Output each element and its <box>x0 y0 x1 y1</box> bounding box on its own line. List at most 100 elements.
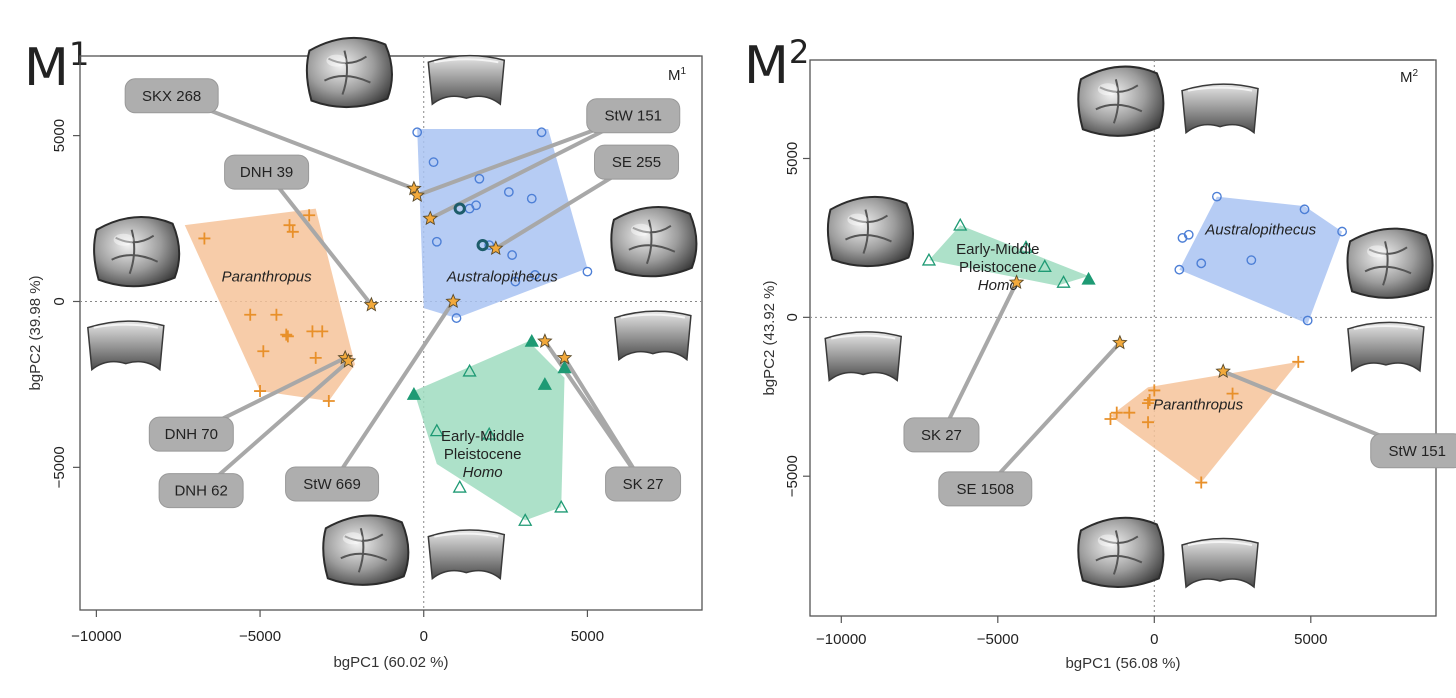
group-label-paranthropus: Paranthropus <box>222 269 313 286</box>
y-tick-label: −5000 <box>51 446 68 488</box>
side-crown <box>427 54 506 106</box>
occlusal-fissures <box>1095 79 1143 124</box>
y-tick-label: 5000 <box>51 119 68 152</box>
occlusal-crown <box>1077 65 1165 137</box>
data-point-paranthropus <box>309 351 322 364</box>
data-point-early-middle-pleistocene-homo <box>554 499 569 513</box>
callout-sk-27: SK 27 <box>903 417 980 453</box>
specimen-marker-sk-27 <box>1008 274 1025 290</box>
occlusal-crown <box>322 514 410 586</box>
specimen-marker-se-255 <box>487 240 504 256</box>
data-point-australopithecus <box>484 240 495 250</box>
data-point-australopithecus <box>1196 258 1207 269</box>
callout-stw-151: StW 151 <box>1370 433 1456 469</box>
panel-label-main: M <box>744 36 789 96</box>
callout-label: StW 151 <box>604 108 662 125</box>
occlusal-crown <box>826 195 914 268</box>
panel-label: M1 <box>24 35 89 98</box>
data-point-australopithecus <box>474 173 485 184</box>
data-point-australopithecus <box>1337 226 1348 237</box>
data-point-paranthropus <box>1142 416 1155 429</box>
callout-label: SK 27 <box>921 427 962 444</box>
data-point-early-middle-pleistocene-homo <box>921 252 937 266</box>
side-crest <box>831 334 896 340</box>
callout-label: SE 1508 <box>957 481 1015 498</box>
group-label-line: Pleistocene <box>444 446 522 463</box>
callout-se-255: SE 255 <box>594 144 680 180</box>
occlusal-crown <box>610 206 698 278</box>
data-point-australopithecus <box>1212 191 1222 202</box>
data-point-early-middle-pleistocene-homo <box>1037 259 1052 272</box>
specimen-marker-stw-151 <box>1215 363 1231 378</box>
specimen-marker-stw-669 <box>445 293 462 309</box>
callout-label: SK 27 <box>623 476 664 493</box>
callout-line <box>330 300 455 486</box>
tooth-icon-top-side <box>1181 83 1259 135</box>
data-point-paranthropus <box>1104 413 1117 426</box>
data-point-paranthropus <box>280 328 293 341</box>
callout-box <box>224 154 310 190</box>
hull-paranthropus <box>184 208 355 402</box>
side-crest <box>1187 541 1253 546</box>
x-tick-label: −5000 <box>239 628 281 645</box>
corner-label: M1 <box>668 66 687 84</box>
side-crest <box>434 532 499 538</box>
data-point-paranthropus <box>1110 406 1123 419</box>
corner-label-main: M <box>1400 69 1413 86</box>
group-label-line: Early-Middle <box>441 428 524 445</box>
callout-label: DNH 62 <box>174 483 227 500</box>
side-crown <box>1181 537 1259 589</box>
callout-label: SE 255 <box>612 154 661 171</box>
occlusal-fissures <box>340 528 388 573</box>
side-crown <box>427 529 506 581</box>
data-point-australopithecus <box>412 127 423 138</box>
x-tick-label: −10000 <box>71 628 121 645</box>
callout-label: StW 669 <box>303 476 361 493</box>
callout-box <box>148 416 234 452</box>
data-point-paranthropus <box>1195 476 1208 489</box>
side-crest <box>434 58 499 64</box>
hull-early-middle-pleistocene-homo <box>928 225 1089 286</box>
data-point-paranthropus <box>270 308 283 321</box>
y-tick-label: 0 <box>784 313 801 321</box>
occlusal-crown <box>1346 227 1434 299</box>
occlusal-highlight <box>342 532 363 545</box>
data-point-australopithecus <box>428 157 439 168</box>
callout-box <box>158 473 244 509</box>
callout-label: StW 151 <box>1388 443 1446 460</box>
data-point-paranthropus <box>244 308 257 321</box>
data-point-australopithecus <box>453 202 466 215</box>
group-label-line: Homo <box>978 277 1018 294</box>
data-point-australopithecus <box>503 187 514 197</box>
x-tick-label: −5000 <box>977 631 1019 648</box>
data-point-early-middle-pleistocene-homo <box>482 426 497 440</box>
callout-dnh-70: DNH 70 <box>148 416 234 452</box>
side-crown <box>1181 83 1259 135</box>
tooth-icon-top-side <box>427 54 506 106</box>
data-point-early-middle-pleistocene-homo <box>1081 271 1096 285</box>
group-label-australopithecus: Australopithecus <box>446 269 558 286</box>
specimen-marker-stw-151-b <box>422 210 439 226</box>
callout-stw-669: StW 669 <box>285 466 380 502</box>
specimen-marker-stw-151 <box>409 187 425 202</box>
tooth-icon-left-side <box>824 331 903 382</box>
data-point-early-middle-pleistocene-homo <box>452 479 467 493</box>
x-axis-title: bgPC1 (60.02 %) <box>333 654 448 671</box>
tooth-icon-right-side <box>1347 321 1425 373</box>
data-point-paranthropus <box>322 395 335 408</box>
data-point-australopithecus <box>536 127 547 138</box>
callout-label: DNH 39 <box>240 164 293 181</box>
callout-line <box>199 359 350 493</box>
callout-box <box>594 144 680 180</box>
group-label-line: Homo <box>463 464 503 481</box>
hull-australopithecus <box>417 128 588 319</box>
data-point-paranthropus <box>281 330 294 343</box>
occlusal-fissures <box>111 229 159 275</box>
side-crest <box>93 323 159 329</box>
callout-box <box>903 417 980 453</box>
data-point-paranthropus <box>254 385 267 398</box>
callout-line <box>265 170 373 307</box>
hull-early-middle-pleistocene-homo <box>413 341 565 521</box>
callout-dnh-39: DNH 39 <box>224 154 310 190</box>
